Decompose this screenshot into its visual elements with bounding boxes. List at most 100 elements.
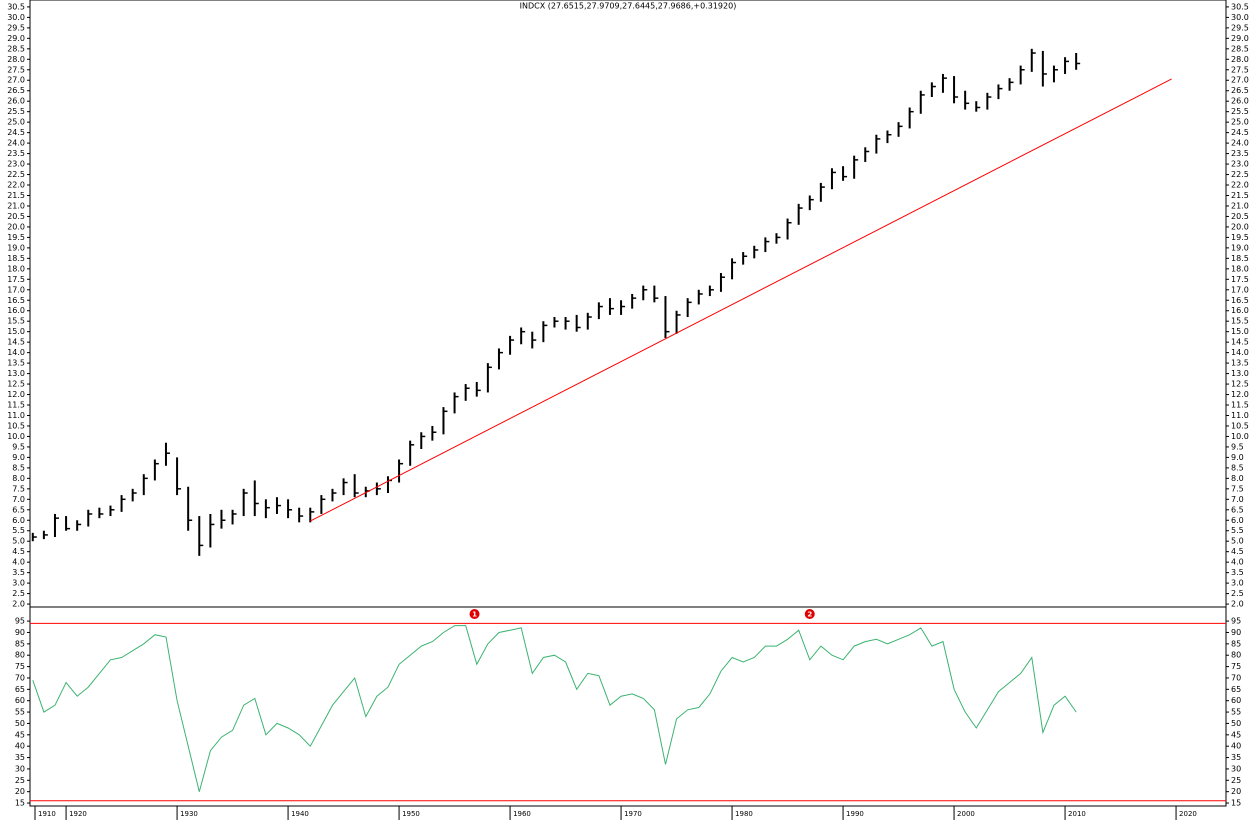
y-tick-label: 14.0 xyxy=(1231,348,1249,357)
y-tick-label: 85 xyxy=(1231,639,1241,648)
y-tick-label: 21.0 xyxy=(1231,201,1249,210)
y-tick-label: 21.0 xyxy=(7,201,25,210)
y-tick-label: 6.5 xyxy=(1231,505,1244,514)
x-tick-label: 1990 xyxy=(846,810,864,818)
y-tick-label: 60 xyxy=(1231,696,1241,705)
y-tick-label: 28.0 xyxy=(7,55,25,64)
y-tick-label: 4.5 xyxy=(12,547,25,556)
y-tick-label: 26.5 xyxy=(7,86,25,95)
indicator-line xyxy=(32,625,1077,792)
y-tick-label: 29.5 xyxy=(1231,23,1249,32)
y-tick-label: 6.5 xyxy=(12,505,25,514)
y-tick-label: 30.0 xyxy=(7,13,25,22)
y-tick-label: 14.0 xyxy=(7,348,25,357)
y-tick-label: 22.0 xyxy=(7,181,25,190)
y-tick-label: 85 xyxy=(15,639,25,648)
y-tick-label: 13.0 xyxy=(1231,369,1249,378)
y-tick-label: 22.5 xyxy=(7,170,25,179)
y-tick-label: 25.5 xyxy=(7,107,25,116)
y-tick-label: 10.5 xyxy=(7,421,25,430)
y-tick-label: 12.0 xyxy=(7,390,25,399)
y-tick-label: 16.5 xyxy=(7,296,25,305)
y-tick-label: 2.5 xyxy=(12,589,25,598)
y-tick-label: 11.5 xyxy=(1231,401,1249,410)
y-tick-label: 6.0 xyxy=(1231,516,1244,525)
y-tick-label: 55 xyxy=(15,708,25,717)
y-tick-label: 65 xyxy=(1231,685,1241,694)
y-tick-label: 13.5 xyxy=(7,359,25,368)
y-tick-label: 8.0 xyxy=(1231,474,1244,483)
x-tick-label: 1980 xyxy=(735,810,753,818)
y-tick-label: 9.5 xyxy=(12,442,25,451)
y-tick-label: 3.0 xyxy=(1231,579,1244,588)
y-tick-label: 23.0 xyxy=(1231,160,1249,169)
y-tick-label: 27.0 xyxy=(1231,76,1249,85)
y-tick-label: 23.5 xyxy=(7,149,25,158)
y-tick-label: 12.5 xyxy=(7,380,25,389)
y-tick-label: 35 xyxy=(1231,753,1241,762)
y-tick-label: 8.5 xyxy=(1231,463,1244,472)
y-tick-label: 28.0 xyxy=(1231,55,1249,64)
y-tick-label: 35 xyxy=(15,753,25,762)
y-tick-label: 7.5 xyxy=(1231,484,1244,493)
y-tick-label: 11.0 xyxy=(1231,411,1249,420)
y-tick-label: 24.0 xyxy=(1231,139,1249,148)
y-tick-label: 65 xyxy=(15,685,25,694)
y-tick-label: 30 xyxy=(15,764,25,773)
y-tick-label: 15.5 xyxy=(7,317,25,326)
y-tick-label: 15.0 xyxy=(7,327,25,336)
y-tick-label: 25.0 xyxy=(7,118,25,127)
y-tick-label: 9.0 xyxy=(1231,453,1244,462)
y-tick-label: 25.5 xyxy=(1231,107,1249,116)
y-tick-label: 45 xyxy=(1231,730,1241,739)
y-tick-label: 23.5 xyxy=(1231,149,1249,158)
y-tick-label: 15 xyxy=(1231,799,1241,808)
y-tick-label: 10.0 xyxy=(1231,432,1249,441)
y-tick-label: 18.0 xyxy=(7,264,25,273)
y-tick-label: 18.5 xyxy=(7,254,25,263)
y-tick-label: 27.5 xyxy=(1231,65,1249,74)
y-tick-label: 14.5 xyxy=(1231,338,1249,347)
y-tick-label: 3.0 xyxy=(12,579,25,588)
y-tick-label: 2.0 xyxy=(12,600,25,609)
y-tick-label: 25 xyxy=(15,776,25,785)
y-tick-label: 45 xyxy=(15,730,25,739)
x-tick-label: 2010 xyxy=(1068,810,1086,818)
y-tick-label: 90 xyxy=(1231,628,1241,637)
frame xyxy=(29,0,1227,807)
x-tick-label: 2000 xyxy=(957,810,975,818)
y-tick-label: 30.0 xyxy=(1231,13,1249,22)
y-tick-label: 24.5 xyxy=(7,128,25,137)
y-tick-label: 95 xyxy=(1231,617,1241,626)
y-tick-label: 6.0 xyxy=(12,516,25,525)
y-tick-label: 90 xyxy=(15,628,25,637)
y-tick-label: 4.0 xyxy=(12,558,25,567)
y-tick-label: 24.5 xyxy=(1231,128,1249,137)
y-tick-label: 40 xyxy=(15,742,25,751)
y-tick-label: 26.5 xyxy=(1231,86,1249,95)
y-tick-label: 20 xyxy=(15,787,25,796)
y-tick-label: 29.5 xyxy=(7,23,25,32)
y-tick-label: 27.0 xyxy=(7,76,25,85)
y-tick-label: 3.5 xyxy=(1231,568,1244,577)
y-tick-label: 23.0 xyxy=(7,160,25,169)
y-tick-label: 3.5 xyxy=(12,568,25,577)
y-tick-label: 24.0 xyxy=(7,139,25,148)
y-tick-label: 10.5 xyxy=(1231,421,1249,430)
y-tick-label: 25 xyxy=(1231,776,1241,785)
y-tick-label: 5.0 xyxy=(12,537,25,546)
y-tick-label: 22.5 xyxy=(1231,170,1249,179)
y-tick-label: 15 xyxy=(15,799,25,808)
y-tick-label: 4.0 xyxy=(1231,558,1244,567)
y-tick-label: 5.5 xyxy=(12,526,25,535)
y-tick-label: 28.5 xyxy=(1231,44,1249,53)
y-tick-label: 30.5 xyxy=(7,2,25,11)
y-tick-label: 7.5 xyxy=(12,484,25,493)
y-tick-label: 7.0 xyxy=(12,495,25,504)
y-tick-label: 18.5 xyxy=(1231,254,1249,263)
y-tick-label: 16.0 xyxy=(7,306,25,315)
y-tick-label: 75 xyxy=(1231,662,1241,671)
y-tick-label: 17.5 xyxy=(7,275,25,284)
y-tick-label: 19.5 xyxy=(7,233,25,242)
